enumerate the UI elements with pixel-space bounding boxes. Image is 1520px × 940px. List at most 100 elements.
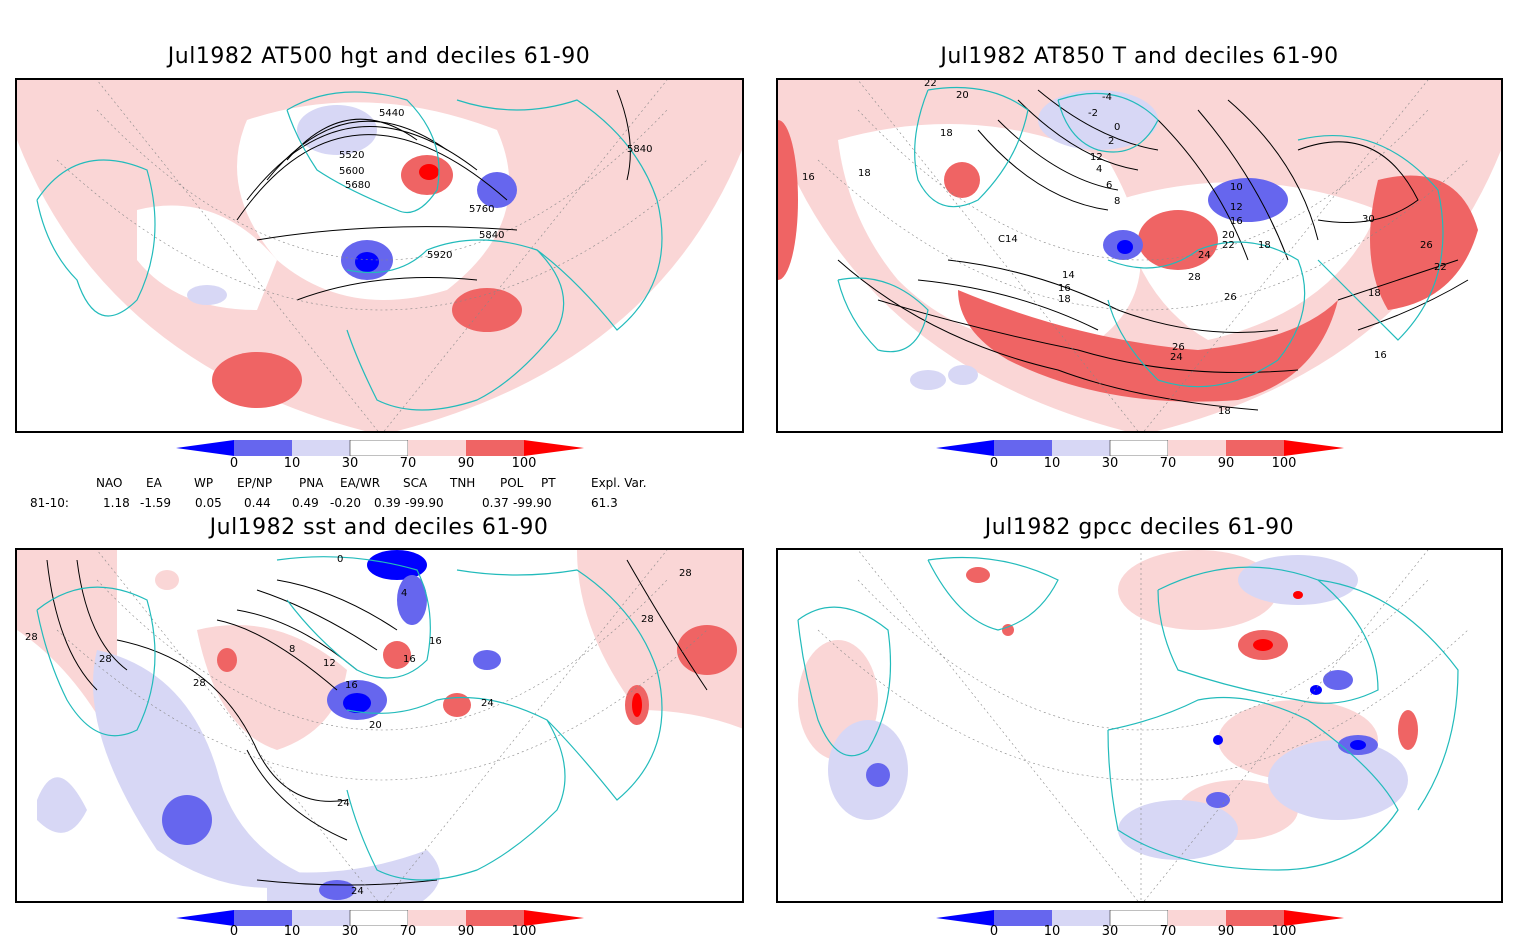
colorbar-bottom-right: 0 10 30 70 90 100 <box>936 909 1344 940</box>
contour-label: 16 <box>1374 350 1387 361</box>
contour-label: 22 <box>1222 240 1235 251</box>
colorbar-tick: 10 <box>1043 924 1061 939</box>
colorbar-tick: 0 <box>989 456 999 471</box>
colorbar-tick: 30 <box>341 924 359 939</box>
colorbar-tick: 0 <box>229 456 239 471</box>
colorbar-tick: 70 <box>399 456 417 471</box>
panel-title-at850: Jul1982 AT850 T and deciles 61-90 <box>940 44 1339 69</box>
contour-label: 8 <box>289 644 295 655</box>
colorbar-top-right: 0 10 30 70 90 100 <box>936 439 1344 472</box>
contour-label: 30 <box>1362 214 1375 225</box>
contour-label: 4 <box>401 588 407 599</box>
index-header: TNH <box>450 476 476 490</box>
index-header: NAO <box>96 476 123 490</box>
contour-label: 26 <box>1224 292 1237 303</box>
contour-label: 16 <box>1058 283 1071 294</box>
colorbar-tick: 10 <box>283 456 301 471</box>
colorbar-tick: 70 <box>1159 924 1177 939</box>
contour-label: 28 <box>99 654 112 665</box>
contour-label: 16 <box>429 636 442 647</box>
contour-label: 0 <box>337 554 343 565</box>
contour-label: 5680 <box>345 180 370 191</box>
index-row-label: 81-10: <box>30 496 69 510</box>
contour-label: 20 <box>956 90 969 101</box>
index-header: PNA <box>299 476 324 490</box>
index-header: PT <box>541 476 556 490</box>
colorbar-tick: 0 <box>229 924 239 939</box>
contour-label: 16 <box>1230 216 1243 227</box>
contour-label: 20 <box>1222 230 1235 241</box>
contour-label: 12 <box>323 658 336 669</box>
index-value: 0.39 <box>374 496 401 510</box>
colorbar-tick: 90 <box>457 456 475 471</box>
contour-label: 6 <box>1106 180 1112 191</box>
colorbar-tick: 90 <box>1217 924 1235 939</box>
index-value: 0.37 <box>482 496 509 510</box>
map-gpcc <box>776 548 1503 903</box>
colorbar-tick: 10 <box>283 924 301 939</box>
index-header: WP <box>194 476 214 490</box>
panel-title-sst: Jul1982 sst and deciles 61-90 <box>209 515 549 540</box>
index-value: -0.20 <box>330 496 362 510</box>
contour-label: 24 <box>351 886 364 897</box>
contour-label: 24 <box>1198 250 1211 261</box>
contour-label: 20 <box>369 720 382 731</box>
index-header: EP/NP <box>237 476 273 490</box>
index-value: -99.90 <box>513 496 552 510</box>
panel-title-at500: Jul1982 AT500 hgt and deciles 61-90 <box>167 44 591 69</box>
colorbar-tick: 30 <box>341 456 359 471</box>
colorbar-top-left: 0 10 30 70 90 100 <box>176 439 584 472</box>
contour-label: 5920 <box>427 250 452 261</box>
contour-label: 16 <box>345 680 358 691</box>
map-at500: 5440 5520 5600 5680 5760 5840 5920 5840 <box>15 78 744 433</box>
colorbar-bottom-left: 0 10 30 70 90 100 <box>176 909 584 940</box>
contour-label: 26 <box>1172 342 1185 353</box>
contour-label: 22 <box>924 80 937 89</box>
contour-label: 18 <box>1258 240 1271 251</box>
colorbar-tick: 100 <box>511 456 537 471</box>
colorbar-tick: 0 <box>989 924 999 939</box>
contour-label: 8 <box>1114 196 1120 207</box>
index-value: 61.3 <box>591 496 618 510</box>
index-header: Expl. Var. <box>591 476 647 490</box>
contour-label: 28 <box>193 678 206 689</box>
contour-label: 5600 <box>339 166 364 177</box>
colorbar-tick: 30 <box>1101 924 1119 939</box>
map-sst: 28 28 28 28 8 12 16 20 24 24 0 4 16 16 2… <box>15 548 744 903</box>
index-value: 0.44 <box>244 496 271 510</box>
contour-label: 18 <box>1218 406 1231 417</box>
contour-label: 16 <box>403 654 416 665</box>
contour-label: -2 <box>1088 108 1098 119</box>
index-header: SCA <box>403 476 428 490</box>
contour-label: 26 <box>1420 240 1433 251</box>
contour-label: 12 <box>1090 152 1103 163</box>
index-value: 1.18 <box>103 496 130 510</box>
contour-label: 5840 <box>627 144 652 155</box>
index-header: EA <box>146 476 162 490</box>
contour-label: 18 <box>1058 294 1071 305</box>
panel-title-gpcc: Jul1982 gpcc deciles 61-90 <box>984 515 1295 540</box>
contour-label: 24 <box>481 698 494 709</box>
index-header: POL <box>500 476 524 490</box>
contour-label: 12 <box>1230 202 1243 213</box>
contour-label: 10 <box>1230 182 1243 193</box>
contour-label: C14 <box>998 234 1018 245</box>
contour-label: 24 <box>337 798 350 809</box>
contour-label: 5840 <box>479 230 504 241</box>
colorbar-tick: 70 <box>399 924 417 939</box>
colorbar-tick: 90 <box>1217 456 1235 471</box>
contour-label: 14 <box>1062 270 1075 281</box>
colorbar-tick: 100 <box>1271 456 1297 471</box>
index-value: 0.05 <box>195 496 222 510</box>
map-at850: 22 20 18 16 18 -4 -2 0 2 4 6 8 12 14 16 … <box>776 78 1503 433</box>
contour-label: 5440 <box>379 108 404 119</box>
colorbar-tick: 100 <box>1271 924 1297 939</box>
contour-label: 0 <box>1114 122 1120 133</box>
contour-label: 5520 <box>339 150 364 161</box>
colorbar-tick: 10 <box>1043 456 1061 471</box>
contour-label: 24 <box>1170 352 1183 363</box>
contour-label: 4 <box>1096 164 1102 175</box>
contour-label: 28 <box>641 614 654 625</box>
teleconnection-index-table: NAO EA WP EP/NP PNA EA/WR SCA TNH POL PT… <box>0 476 760 516</box>
contour-label: 22 <box>1434 262 1447 273</box>
